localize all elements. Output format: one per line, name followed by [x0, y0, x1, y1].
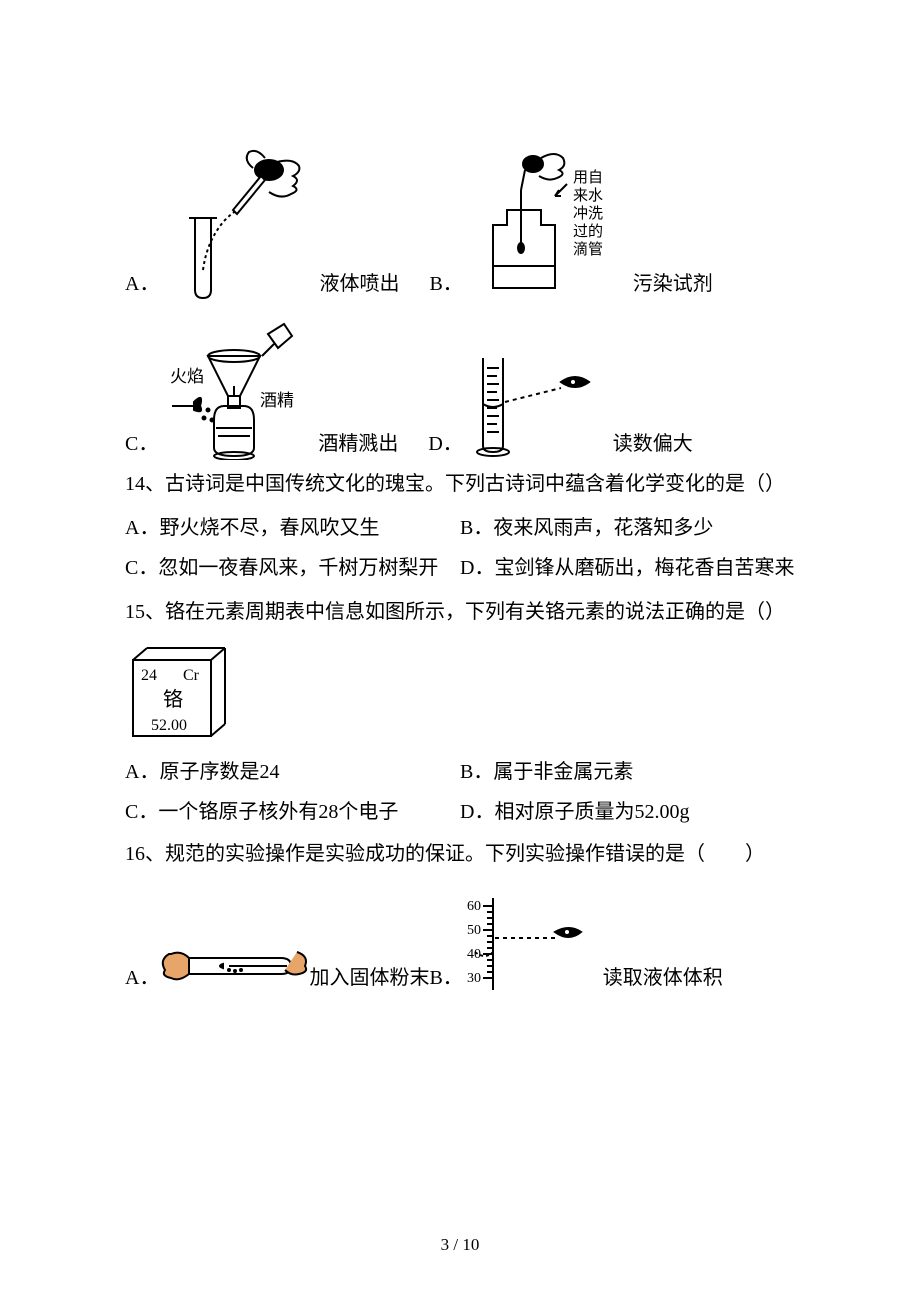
q13-c-label: C． [125, 428, 158, 460]
q13-c-figure: 火焰 酒精 [158, 310, 318, 460]
q13-b-annot-4: 滴管 [573, 240, 603, 258]
q13-d-label: D． [428, 428, 462, 460]
q16-a-label: A． [125, 962, 159, 994]
q16-b-tick-60: 60 [467, 899, 481, 914]
q13-b-annot-1: 来水 [573, 187, 603, 204]
q16-b-label: B． [429, 962, 462, 994]
q13-d-text: 读数偏大 [613, 428, 693, 460]
q13-b-annot-0: 用自 [573, 169, 603, 186]
q16-b-tick-30: 30 [467, 971, 481, 986]
q16-b-text: 读取液体体积 [603, 962, 723, 994]
q15-c: C．一个铬原子核外有28个电子 [125, 792, 460, 832]
q16-stem: 16、规范的实验操作是实验成功的保证。下列实验操作错误的是（ ） [125, 838, 795, 870]
q13-c-liquid-label: 酒精 [260, 391, 294, 410]
q16-b-figure: 60 50 40 30 [463, 894, 603, 994]
q15-a: A．原子序数是24 [125, 752, 460, 792]
q13-b-text: 污染试剂 [633, 268, 713, 300]
q14-c: C．忽如一夜春风来，千树万树梨开 [125, 548, 460, 588]
q15-d: D．相对原子质量为52.00g [460, 792, 795, 832]
element-name: 铬 [163, 688, 183, 711]
element-num: 24 [141, 667, 157, 684]
q16-b-tick-50: 50 [467, 923, 481, 938]
page-footer: 3 / 10 [0, 1231, 920, 1258]
q13-a-figure [159, 140, 319, 300]
q15-b: B．属于非金属元素 [460, 752, 795, 792]
q16-b-tick-40: 40 [467, 947, 481, 962]
q16-a-figure [159, 924, 309, 994]
q14-a: A．野火烧不尽，春风吹又生 [125, 508, 460, 548]
element-mass: 52.00 [151, 717, 187, 734]
q13-b-annot-3: 过的 [573, 223, 603, 240]
q14-b: B．夜来风雨声，花落知多少 [460, 508, 795, 548]
element-sym: Cr [183, 667, 200, 684]
q14-stem: 14、古诗词是中国传统文化的瑰宝。下列古诗词中蕴含着化学变化的是（） [125, 468, 795, 500]
q13-b-label: B． [429, 268, 462, 300]
q13-c-text: 酒精溅出 [318, 428, 406, 460]
q13-a-label: A． [125, 268, 159, 300]
q13-d-figure [463, 350, 613, 460]
q13-b-annot-2: 冲洗 [573, 205, 603, 222]
q13-b-figure: 用自 来水 冲洗 过的 滴管 [463, 130, 633, 300]
q13-a-text: 液体喷出 [319, 268, 407, 300]
q15-stem: 15、铬在元素周期表中信息如图所示，下列有关铬元素的说法正确的是（） [125, 596, 795, 628]
q13-c-flame-label: 火焰 [170, 367, 204, 386]
q15-element-figure: 24 Cr 铬 52.00 [125, 644, 235, 744]
q16-a-text: 加入固体粉末 [309, 962, 429, 994]
q14-d: D．宝剑锋从磨砺出，梅花香自苦寒来 [460, 548, 795, 588]
